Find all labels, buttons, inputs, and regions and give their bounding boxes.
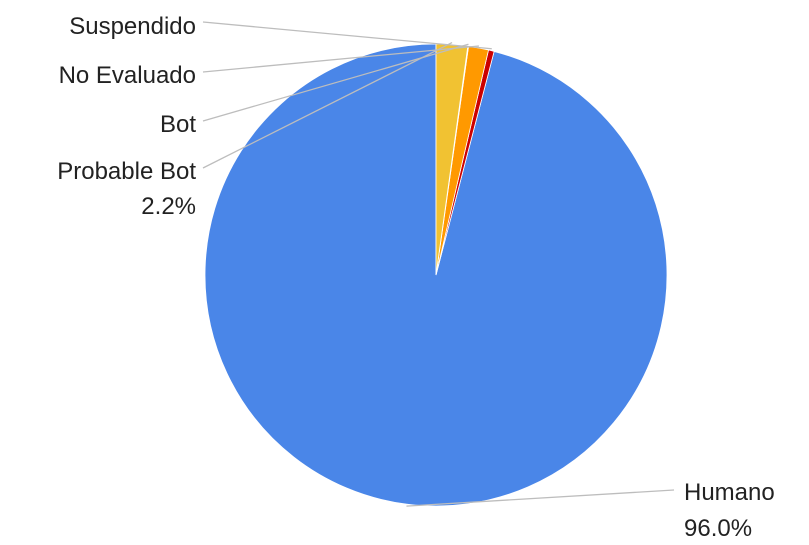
label-probable-bot: Probable Bot <box>57 158 196 185</box>
label-bot: Bot <box>160 111 196 138</box>
slice-labels: Suspendido No Evaluado Bot Probable Bot … <box>57 13 774 542</box>
label-humano-percent: 96.0% <box>684 515 752 542</box>
label-no-evaluado: No Evaluado <box>59 62 196 89</box>
leader-lines <box>202 21 675 507</box>
leader-line-suspendido <box>202 21 492 50</box>
leader-line-humano <box>406 489 675 507</box>
label-humano: Humano <box>684 479 775 506</box>
leader-line-probable-bot <box>202 41 453 169</box>
label-suspendido: Suspendido <box>69 13 196 40</box>
pie-slices <box>204 43 668 507</box>
leader-line-no-evaluado <box>202 45 479 73</box>
label-probable-bot-percent: 2.2% <box>141 193 196 220</box>
